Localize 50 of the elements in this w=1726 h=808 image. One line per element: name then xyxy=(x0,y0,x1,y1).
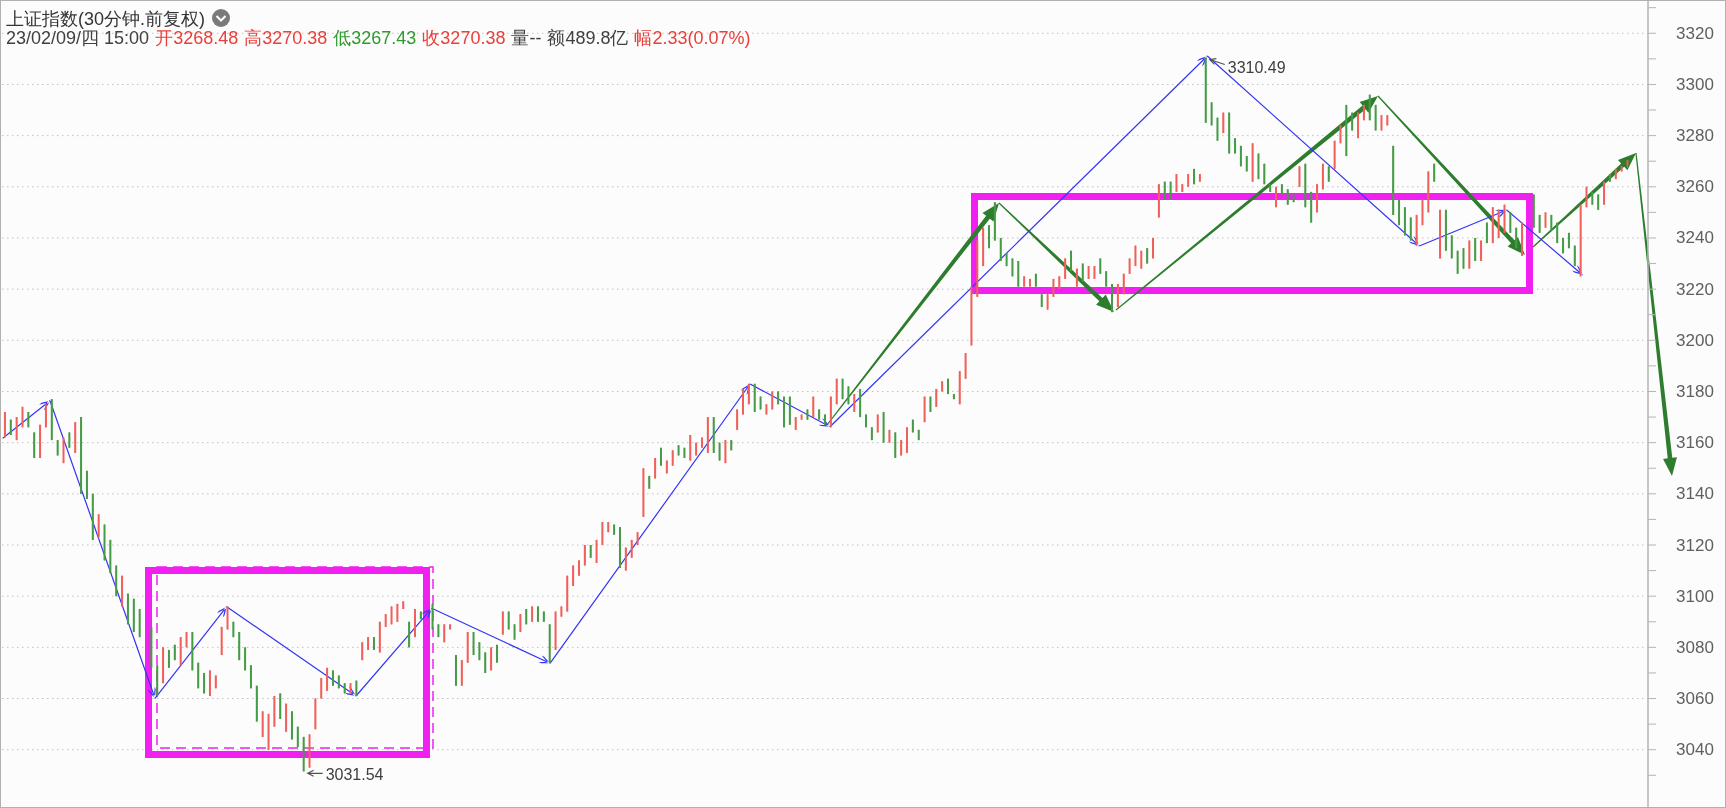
annotation: 量-- xyxy=(511,28,542,48)
candlestick xyxy=(988,224,991,249)
y-tick-label: 3140 xyxy=(1676,484,1714,504)
text: 上证指数(30分钟.前复权) xyxy=(6,9,206,29)
y-tick-label: 3080 xyxy=(1676,637,1714,657)
y-tick-label: 3160 xyxy=(1676,433,1714,453)
y-tick-label: 3100 xyxy=(1676,586,1714,606)
candlestick xyxy=(947,378,950,395)
candlestick xyxy=(741,388,744,416)
candlestick xyxy=(1462,247,1465,270)
candlestick xyxy=(865,414,867,428)
candlestick xyxy=(320,677,323,700)
candlestick xyxy=(783,396,785,428)
candlestick xyxy=(1509,211,1512,234)
annotation: 高3270.38 xyxy=(244,28,328,48)
y-tick-label: 3280 xyxy=(1676,126,1714,146)
annotation: 收3270.38 xyxy=(422,28,506,48)
candlestick xyxy=(824,414,826,426)
candlestick xyxy=(1298,165,1301,188)
candlestick xyxy=(1111,283,1114,313)
y-tick-label: 3200 xyxy=(1676,330,1714,350)
y-tick-label: 3120 xyxy=(1676,535,1714,555)
y-tick-label: 3180 xyxy=(1676,381,1714,401)
y-tick-label: 3040 xyxy=(1676,740,1714,760)
candlestick xyxy=(484,651,487,674)
candlestick xyxy=(659,447,662,467)
candlestick xyxy=(700,437,703,449)
annotation: 3310.49 xyxy=(1227,58,1286,76)
candlestick xyxy=(906,426,909,454)
candlestick xyxy=(1070,250,1073,272)
annotation: 3031.54 xyxy=(325,766,384,784)
y-tick-label: 3240 xyxy=(1676,228,1714,248)
candlestick xyxy=(618,526,621,569)
candlestick xyxy=(1064,257,1067,280)
y-tick-label: 3300 xyxy=(1676,74,1714,94)
y-tick-label: 3220 xyxy=(1676,279,1714,299)
annotation: 23/02/09/四 15:00 xyxy=(6,28,150,48)
y-tick-label: 3260 xyxy=(1676,177,1714,197)
annotation: 低3267.43 xyxy=(333,28,417,48)
candlestick xyxy=(1029,278,1032,288)
candlestick xyxy=(572,564,575,587)
candlestick xyxy=(577,559,580,577)
candlestick xyxy=(536,605,539,623)
annotation: 开3268.48 xyxy=(155,28,239,48)
y-tick-label: 3060 xyxy=(1676,689,1714,709)
annotation: 幅2.33(0.07%) xyxy=(634,28,751,48)
candlestick xyxy=(1409,216,1412,242)
y-tick-label: 3320 xyxy=(1676,23,1714,43)
candlestick xyxy=(736,408,739,431)
annotation: 额489.8亿 xyxy=(547,28,629,48)
